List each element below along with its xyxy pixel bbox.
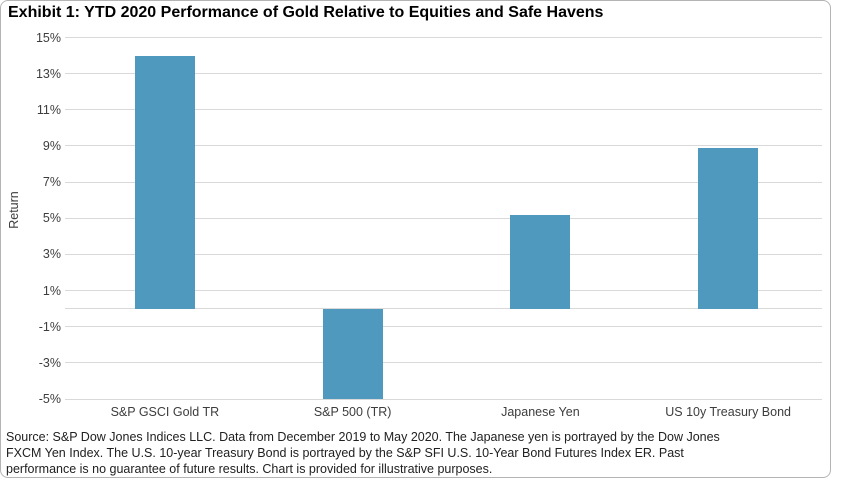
y-axis-tick-label: 9% xyxy=(42,138,61,153)
y-axis-tick-label: 15% xyxy=(35,30,61,45)
gridline xyxy=(65,109,822,111)
gridline xyxy=(65,326,822,328)
x-axis-category-label: S&P 500 (TR) xyxy=(313,405,392,419)
bar-s-p-gsci-gold-tr xyxy=(134,55,195,309)
x-axis-category-label: Japanese Yen xyxy=(501,405,580,419)
y-axis-tick-label: 5% xyxy=(42,211,61,226)
y-axis-tick-label: 3% xyxy=(42,247,61,262)
y-axis-tick-label: 7% xyxy=(42,175,61,190)
y-axis-tick-label: 1% xyxy=(42,283,61,298)
gridline xyxy=(65,73,822,75)
gridline xyxy=(65,37,822,38)
chart-title: Exhibit 1: YTD 2020 Performance of Gold … xyxy=(8,4,604,21)
y-axis-tick-label: -1% xyxy=(38,319,61,334)
source-note: Source: S&P Dow Jones Indices LLC. Data … xyxy=(6,429,828,477)
gridline xyxy=(65,253,822,255)
bar-japanese-yen xyxy=(510,214,571,309)
y-axis-tick-label: -5% xyxy=(38,392,61,406)
y-axis-tick-label: 11% xyxy=(36,102,61,117)
x-axis-category-label: S&P GSCI Gold TR xyxy=(110,405,220,419)
source-line-3: performance is no guarantee of future re… xyxy=(6,462,493,476)
zero-gridline xyxy=(65,308,822,310)
source-line-2: FXCM Yen Index. The U.S. 10-year Treasur… xyxy=(6,446,684,460)
gridline xyxy=(65,362,822,364)
gridline xyxy=(65,181,822,183)
bar-us-10y-treasury-bond xyxy=(698,147,759,309)
gridline xyxy=(65,290,822,292)
gridline xyxy=(65,398,822,400)
gridline xyxy=(65,145,822,147)
y-axis-tick-label: 13% xyxy=(35,66,61,81)
source-line-1: Source: S&P Dow Jones Indices LLC. Data … xyxy=(6,430,720,444)
y-axis-tick-label: -3% xyxy=(38,355,61,370)
bar-s-p-500-tr xyxy=(322,308,383,399)
gridline xyxy=(65,217,822,219)
x-axis-category-label: US 10y Treasury Bond xyxy=(665,405,791,419)
